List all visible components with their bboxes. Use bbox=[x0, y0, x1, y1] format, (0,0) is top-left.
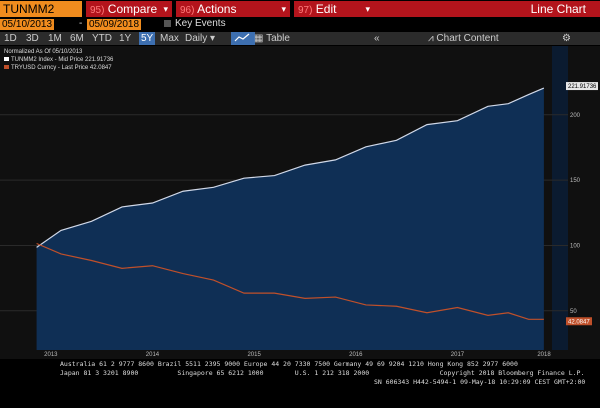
end-date-input[interactable]: 05/09/2018 bbox=[87, 19, 142, 30]
footer: Australia 61 2 9777 8600 Brazil 5511 239… bbox=[0, 359, 600, 408]
gear-icon: ⚙ bbox=[562, 33, 571, 44]
checkbox-icon[interactable] bbox=[164, 19, 171, 27]
chart-settings-icon: ⩘ bbox=[428, 33, 434, 44]
footer-contacts-line2: Japan 81 3 3201 8900 Singapore 65 6212 1… bbox=[60, 369, 585, 377]
chevron-down-icon: ▾ bbox=[281, 4, 286, 14]
projection-band bbox=[552, 46, 568, 350]
line-chart-icon bbox=[234, 33, 250, 42]
period-1d[interactable]: 1D bbox=[4, 33, 17, 44]
line-chart-view-button[interactable] bbox=[231, 32, 255, 45]
period-1m[interactable]: 1M bbox=[48, 33, 62, 44]
x-tick-label: 2016 bbox=[349, 352, 363, 358]
key-events-toggle[interactable]: Key Events bbox=[164, 18, 226, 29]
y-tick-label: 50 bbox=[570, 309, 577, 315]
legend-swatch bbox=[4, 65, 9, 70]
collapse-button[interactable]: « bbox=[374, 32, 380, 45]
y-tick-label: 150 bbox=[570, 178, 581, 184]
compare-button[interactable]: 95) Compare ▾ bbox=[86, 1, 172, 17]
chevron-down-icon: ▾ bbox=[210, 33, 216, 44]
y-tick-label: 100 bbox=[570, 243, 581, 249]
legend-item: TUNMM2 Index - Mid Price 221.91736 bbox=[4, 56, 113, 64]
frequency-label: Daily bbox=[185, 33, 208, 44]
period-1y[interactable]: 1Y bbox=[119, 33, 132, 44]
y-tick-label: 200 bbox=[570, 113, 581, 119]
table-label: Table bbox=[266, 33, 290, 44]
chart-content-button[interactable]: ⩘ Chart Content bbox=[428, 32, 499, 45]
actions-button[interactable]: 96) Actions ▾ bbox=[176, 1, 290, 17]
actions-label: Actions bbox=[197, 2, 237, 16]
x-tick-label: 2013 bbox=[44, 352, 58, 358]
start-date-input[interactable]: 05/10/2013 bbox=[0, 19, 55, 30]
x-tick-label: 2017 bbox=[451, 352, 465, 358]
compare-label: Compare bbox=[107, 2, 158, 16]
footer-contacts-line1: Australia 61 2 9777 8600 Brazil 5511 239… bbox=[60, 360, 518, 368]
period-ytd[interactable]: YTD bbox=[92, 33, 112, 44]
period-max[interactable]: Max bbox=[160, 33, 179, 44]
table-icon: ▦ bbox=[254, 33, 264, 44]
series-line-tryusd bbox=[36, 242, 544, 320]
legend-label: TUNMM2 Index - Mid Price bbox=[11, 57, 84, 63]
settings-button[interactable]: ⚙ bbox=[562, 32, 571, 45]
chart-type-title: Line Chart bbox=[374, 1, 600, 17]
legend-swatch bbox=[4, 57, 9, 62]
series-area-fill bbox=[36, 88, 544, 350]
actions-shortcut: 96) bbox=[180, 5, 195, 16]
date-separator: - bbox=[79, 18, 83, 29]
chevron-down-icon: ▾ bbox=[163, 4, 168, 14]
footer-session-info: SN 606343 H442-5494-1 09-May-18 10:29:09… bbox=[374, 378, 586, 386]
legend-item: TRYUSD Curncy - Last Price 42.0847 bbox=[4, 64, 113, 72]
x-tick-label: 2015 bbox=[247, 352, 261, 358]
edit-shortcut: 97) bbox=[298, 5, 313, 16]
compare-shortcut: 95) bbox=[90, 5, 105, 16]
ticker-field[interactable]: TUNMM2 Index bbox=[0, 1, 82, 32]
double-chevron-left-icon: « bbox=[374, 33, 380, 44]
legend-title: Normalized As Of 05/10/2013 bbox=[4, 49, 83, 55]
chevron-down-icon: ▾ bbox=[365, 4, 370, 14]
chart-legend: Normalized As Of 05/10/2013 TUNMM2 Index… bbox=[4, 48, 113, 72]
legend-value: 42.0847 bbox=[89, 65, 112, 71]
period-5y[interactable]: 5Y bbox=[139, 32, 156, 45]
chart-area: 50 100 150 200 2013 2014 2015 2016 2017 2018 221.9… bbox=[0, 46, 600, 408]
last-value-badge-tryusd bbox=[566, 317, 592, 326]
last-value-label: 221.91736 bbox=[568, 84, 597, 90]
x-tick-label: 2018 bbox=[537, 352, 551, 358]
period-6m[interactable]: 6M bbox=[70, 33, 84, 44]
key-events-label: Key Events bbox=[175, 18, 226, 29]
date-row bbox=[0, 18, 600, 31]
series-line-tunmm2 bbox=[36, 87, 545, 248]
edit-button[interactable]: 97) Edit ▾ bbox=[294, 1, 374, 17]
line-chart: 50 100 150 200 2013 2014 2015 2016 2017 2018 221.9… bbox=[0, 46, 600, 359]
x-tick-label: 2014 bbox=[146, 352, 160, 358]
frequency-select[interactable]: Daily ▾ bbox=[185, 32, 215, 45]
period-row bbox=[0, 32, 600, 45]
edit-label: Edit bbox=[315, 2, 337, 16]
last-value-label: 42.0847 bbox=[568, 319, 590, 325]
period-3d[interactable]: 3D bbox=[26, 33, 39, 44]
table-view-button[interactable]: ▦ Table bbox=[254, 32, 290, 45]
chart-content-label: Chart Content bbox=[436, 33, 499, 44]
legend-label: TRYUSD Curncy - Last Price bbox=[11, 65, 89, 71]
last-value-badge-tunmm2 bbox=[566, 82, 598, 91]
legend-value: 221.91736 bbox=[85, 57, 114, 63]
